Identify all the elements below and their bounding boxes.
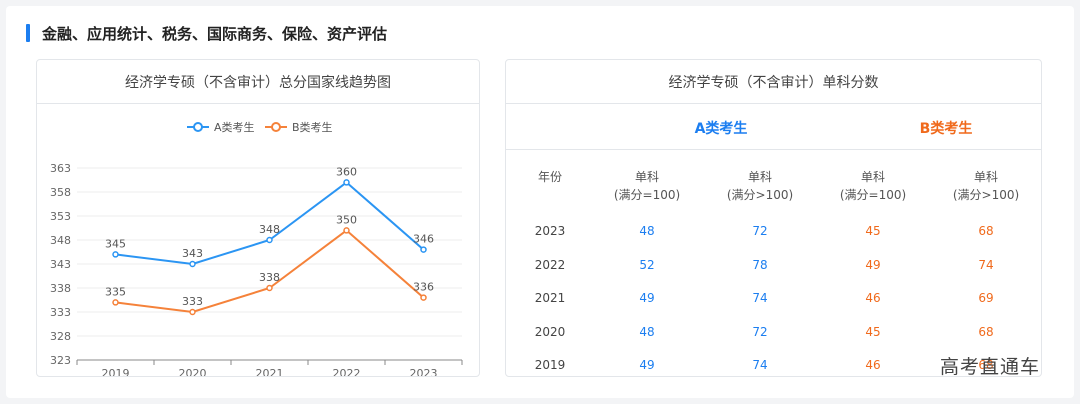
watermark: 高考直通车 [940,356,1041,378]
y-tick-label: 343 [50,258,71,271]
cell-a-single-100: 52 [639,257,655,272]
data-label: 350 [336,213,357,226]
data-label: 336 [413,281,434,294]
x-tick-label: 2022 [333,367,361,376]
group-a-label: A类考生 [694,121,748,137]
data-point [189,308,196,316]
cell-year: 2020 [534,324,566,339]
cell-b-single-over-100: 68 [978,224,994,238]
x-tick-label: 2023 [410,367,438,376]
cell-a-single-100: 48 [639,224,655,238]
y-tick-label: 358 [50,186,71,199]
y-tick-label: 323 [50,354,71,367]
cell-a-single-over-100: 72 [752,224,768,238]
cell-b-single-100: 49 [865,257,881,272]
subject-score-title: 经济学专硕（不含审计）单科分数 [506,60,1041,104]
cell-year: 2021 [534,291,566,305]
data-point [112,299,119,306]
cell-a-single-100: 48 [639,324,655,339]
data-point [266,236,273,244]
col-header-line: (满分>100) [952,188,1020,202]
data-point [420,246,427,253]
group-header-row: A类考生 B类考生 [506,104,1041,150]
data-point [343,179,350,186]
col-header-line: 单科 [747,170,772,184]
data-label: 333 [182,295,203,308]
y-tick-label: 333 [50,306,71,319]
data-label: 360 [336,165,357,178]
legend-marker [193,122,203,132]
col-header-line: 单科 [634,170,659,184]
data-point [343,227,350,234]
legend-label: A类考生 [214,120,255,134]
x-tick-label: 2019 [102,367,130,376]
cell-a-single-100: 49 [639,291,655,305]
cell-year: 2023 [534,224,566,238]
col-header-line: (满分=100) [839,188,907,202]
cell-b-single-over-100: 68 [978,358,994,372]
cell-a-single-100: 49 [639,358,655,372]
col-header-year: 年份 [537,170,562,184]
section-title: 金融、应用统计、税务、国际商务、保险、资产评估 [42,24,388,43]
cell-year: 2022 [534,257,566,272]
col-header-a1: 单科 (满分=100) [592,168,702,204]
content-panel: 金融、应用统计、税务、国际商务、保险、资产评估 经济学专硕（不含审计）总分国家线… [6,6,1074,398]
y-tick-label: 363 [50,162,71,175]
trend-chart-card: 经济学专硕（不含审计）总分国家线趋势图 363 358 353 348 343 338 33… [36,59,480,377]
cell-a-single-over-100: 74 [752,358,768,372]
data-label: 346 [413,233,434,246]
data-label: 335 [105,285,126,298]
cell-a-single-over-100: 74 [752,291,768,305]
data-label: 348 [259,223,280,236]
data-label: 343 [182,247,203,260]
trend-chart-title: 经济学专硕（不含审计）总分国家线趋势图 [37,60,479,104]
data-point [189,260,196,268]
col-header-line: (满分>100) [726,188,794,202]
cell-b-single-100: 45 [865,324,881,339]
cell-b-single-over-100: 68 [978,324,994,339]
group-b-label: B类考生 [919,121,973,137]
y-tick-label: 338 [50,282,71,295]
legend-label: B类考生 [292,120,333,134]
col-header-line: 单科 [973,170,998,184]
cell-b-single-over-100: 69 [978,291,994,305]
cell-b-single-100: 45 [865,224,881,238]
cell-b-single-100: 46 [865,358,881,372]
x-tick-label: 2021 [256,367,284,376]
subject-score-card: 经济学专硕（不含审计）单科分数 A类考生 B类考生 年份 单科 (满分=100) 单科… [505,59,1042,377]
col-header-b1: 单科 (满分=100) [818,168,928,204]
data-label: 338 [259,271,280,284]
col-header-line: (满分=100) [613,188,681,202]
cell-b-single-over-100: 74 [978,257,994,272]
section-heading: 金融、应用统计、税务、国际商务、保险、资产评估 [26,22,387,44]
trend-line-chart: 363 358 353 348 343 338 333 328 323 2019 2020 2021 2… [50,120,463,376]
col-header-line: 单科 [860,170,885,184]
col-header-b2: 单科 (满分>100) [931,168,1041,204]
x-tick-label: 2020 [179,367,207,376]
y-tick-label: 353 [50,210,71,223]
data-point [112,251,119,258]
col-header-a2: 单科 (满分>100) [705,168,815,204]
cell-a-single-over-100: 72 [752,324,768,339]
y-tick-label: 328 [50,330,71,343]
cell-b-single-100: 46 [865,291,881,305]
cell-year: 2019 [534,358,566,372]
section-accent-bar [26,24,30,42]
cell-a-single-over-100: 78 [752,257,768,272]
data-point [420,294,427,301]
legend-marker [271,122,281,132]
y-tick-label: 348 [50,234,71,247]
data-label: 345 [105,237,126,250]
data-point [266,284,273,292]
